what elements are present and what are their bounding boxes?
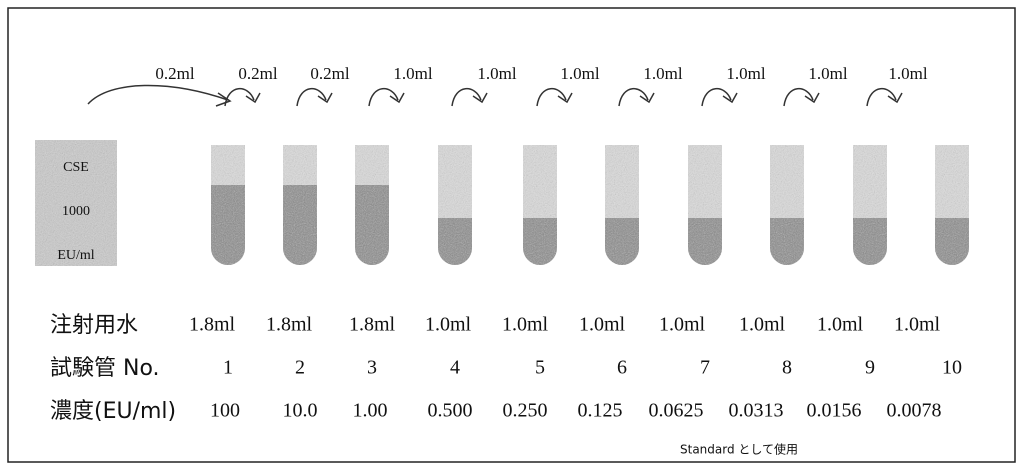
row-value: 10.0 [283,400,318,422]
transfer-label: 1.0ml [393,64,432,83]
tube-liquid [688,218,722,265]
row-value: 6 [617,357,627,379]
tube-empty [935,145,969,218]
row-value: 1.0ml [425,314,472,336]
arrow [224,88,261,107]
arrow [536,88,573,107]
row-value: 1.0ml [817,314,864,336]
arrow [451,88,488,107]
tube-liquid [211,185,245,265]
arrow [296,88,333,107]
row-value: 1.0ml [659,314,706,336]
transfer-label: 1.0ml [643,64,682,83]
row-value: 7 [700,357,710,379]
tube-empty [688,145,722,218]
tube-empty [355,145,389,185]
row-value: 0.500 [428,400,473,422]
tube-empty [853,145,887,218]
dynamic: CSE 1000 EU/ml 0.2ml 0.2ml 0.2ml 1.0ml 1.0ml 1.0… [57,64,969,422]
transfer-label: 1.0ml [888,64,927,83]
tube-liquid [770,218,804,265]
row-value: 0.0156 [807,400,862,422]
tube-liquid [935,218,969,265]
tube-empty [605,145,639,218]
arrow [783,88,820,107]
tube-empty [523,145,557,218]
transfer-label: 0.2ml [310,64,349,83]
source-block [35,140,117,266]
row-value: 1 [223,357,233,379]
source-label: EU/ml [57,248,94,263]
frame [7,7,1016,463]
source-label: 1000 [62,204,90,219]
row-value: 1.0ml [894,314,941,336]
row-value: 1.8ml [189,314,236,336]
row-value: 2 [295,357,305,379]
row-value: 0.0625 [649,400,704,422]
arrow [866,88,903,107]
row-value: 1.8ml [349,314,396,336]
row-value: 4 [450,357,460,379]
row-value: 9 [865,357,875,379]
note: Standard として使用 [680,442,798,457]
transfer-label: 1.0ml [560,64,599,83]
tube-liquid [523,218,557,265]
tube-liquid [605,218,639,265]
tube-empty [211,145,245,185]
tube-empty [283,145,317,185]
row-value: 8 [782,357,792,379]
row-value: 3 [367,357,377,379]
row-label: 注射用水 [50,313,138,338]
transfer-label: 0.2ml [238,64,277,83]
transfer-label: 0.2ml [155,64,194,83]
row-value: 5 [535,357,545,379]
tube-liquid [355,185,389,265]
row-value: 1.0ml [739,314,786,336]
row-label: 濃度(EU/ml) [50,399,176,424]
row-value: 1.0ml [579,314,626,336]
tube-liquid [438,218,472,265]
transfer-label: 1.0ml [477,64,516,83]
row-value: 0.250 [503,400,548,422]
row-value: 1.0ml [502,314,549,336]
tube-empty [438,145,472,218]
source-label: CSE [63,160,89,175]
row-value: 1.00 [353,400,388,422]
tube-liquid [853,218,887,265]
tube-liquid [283,185,317,265]
row-value: 0.0078 [887,400,942,422]
row-value: 100 [210,400,240,422]
row-value: 0.125 [578,400,623,422]
row-label: 試験管 No. [50,356,160,381]
arrow [87,84,232,107]
row-value: 1.8ml [266,314,313,336]
row-value: 10 [942,357,962,379]
transfer-label: 1.0ml [726,64,765,83]
tube-empty [770,145,804,218]
arrow [701,88,738,107]
row-value: 0.0313 [729,400,784,422]
arrow [618,88,655,107]
transfer-label: 1.0ml [808,64,847,83]
arrow [368,88,405,107]
